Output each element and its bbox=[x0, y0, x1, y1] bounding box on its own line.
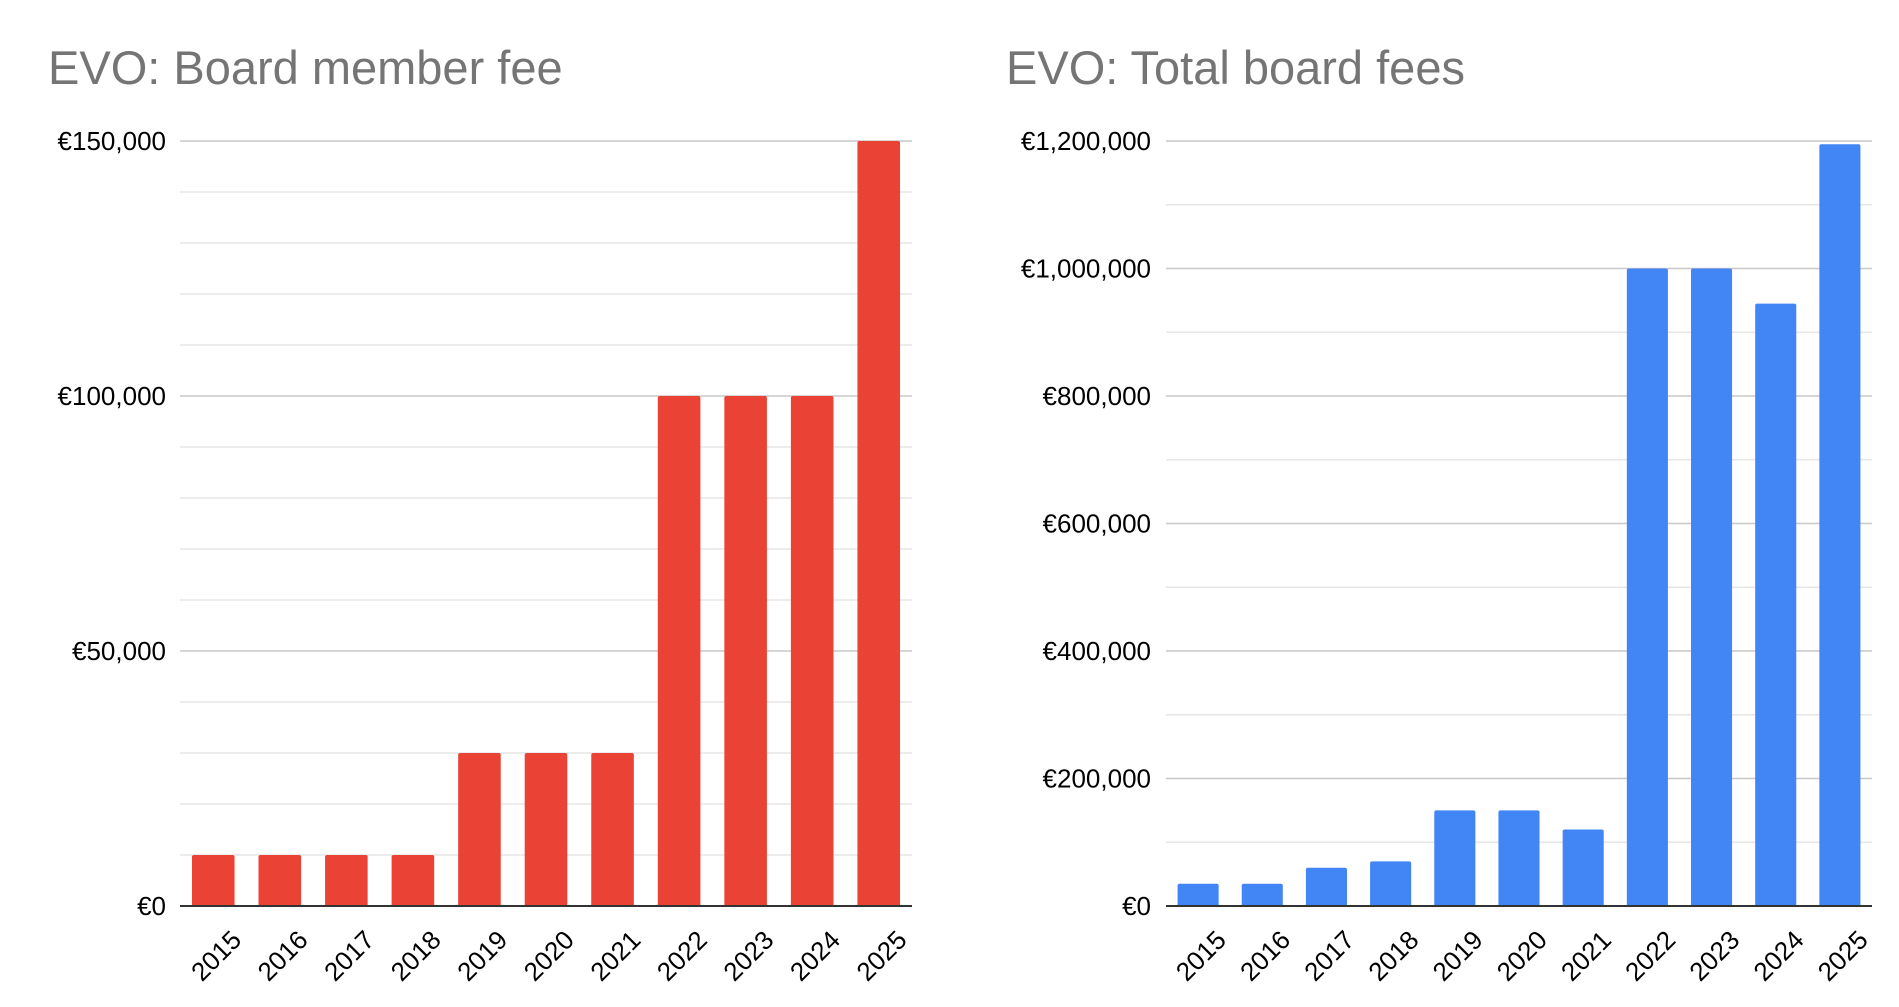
y-tick-label: €200,000 bbox=[1043, 764, 1151, 794]
bars bbox=[1166, 144, 1872, 907]
x-tick-label: 2022 bbox=[1619, 925, 1681, 987]
y-tick-label: €150,000 bbox=[58, 126, 166, 156]
bar-2023 bbox=[724, 396, 767, 906]
bars bbox=[180, 141, 912, 907]
bar-2019 bbox=[458, 753, 501, 906]
bar-2018 bbox=[391, 855, 435, 906]
y-axis-ticks: €0 €200,000 €400,000 €600,000 €800,000 €1,000… bbox=[1021, 126, 1151, 921]
bar-2021 bbox=[591, 753, 634, 906]
y-tick-label: €0 bbox=[137, 891, 166, 921]
x-tick-label: 2021 bbox=[1555, 925, 1617, 987]
x-tick-label: 2019 bbox=[1427, 925, 1489, 987]
bar-2015 bbox=[191, 855, 235, 906]
total-board-fees-chart: EVO: Total board fees €0 €200,000 €400,000… bbox=[1006, 41, 1874, 987]
x-axis-ticks: 2015 2016 2017 2018 2019 2020 2021 2022 2023 2024… bbox=[185, 925, 913, 987]
y-tick-label: €1,000,000 bbox=[1021, 254, 1151, 284]
y-tick-label: €100,000 bbox=[58, 381, 166, 411]
bar-2017 bbox=[325, 855, 368, 906]
y-tick-label: €0 bbox=[1122, 891, 1151, 921]
bar-2024 bbox=[790, 396, 834, 906]
x-tick-label: 2025 bbox=[850, 925, 912, 987]
y-tick-label: €400,000 bbox=[1043, 636, 1151, 666]
y-tick-label: €800,000 bbox=[1043, 381, 1151, 411]
bar-2019 bbox=[1434, 810, 1476, 906]
bar-2022 bbox=[657, 396, 701, 906]
bar-2023 bbox=[1691, 268, 1733, 906]
x-tick-label: 2018 bbox=[385, 925, 447, 987]
bar-2022 bbox=[1626, 268, 1668, 906]
y-tick-label: €50,000 bbox=[72, 636, 166, 666]
board-member-fee-chart: EVO: Board member fee €0€50,000€100,000€… bbox=[48, 41, 913, 987]
x-tick-label: 2017 bbox=[1298, 925, 1360, 987]
bar-2018 bbox=[1370, 861, 1412, 906]
bar-2017 bbox=[1305, 867, 1347, 906]
bar-2016 bbox=[1241, 883, 1283, 906]
bar-2025 bbox=[857, 141, 901, 906]
x-tick-label: 2023 bbox=[1683, 925, 1745, 987]
bar-2020 bbox=[1498, 810, 1540, 906]
y-tick-label: €600,000 bbox=[1043, 509, 1151, 539]
bar-2016 bbox=[258, 855, 302, 906]
x-tick-label: 2017 bbox=[318, 925, 380, 987]
bar-2015 bbox=[1177, 883, 1219, 906]
bar-2025 bbox=[1819, 144, 1861, 906]
chart-title: EVO: Total board fees bbox=[1006, 41, 1465, 94]
x-tick-label: 2023 bbox=[717, 925, 779, 987]
x-tick-label: 2024 bbox=[1747, 925, 1809, 987]
x-axis-ticks: 2015 2016 2017 2018 2019 2020 2021 2022 2023 2024… bbox=[1170, 925, 1874, 987]
bar-2024 bbox=[1755, 303, 1797, 906]
x-tick-label: 2020 bbox=[518, 925, 580, 987]
y-axis-ticks: €0 €50,000 €100,000 €150,000 bbox=[58, 126, 166, 921]
x-tick-label: 2022 bbox=[651, 925, 713, 987]
x-tick-label: 2018 bbox=[1362, 925, 1424, 987]
x-tick-label: 2016 bbox=[252, 925, 314, 987]
x-tick-label: 2015 bbox=[1170, 925, 1232, 987]
chart-title: EVO: Board member fee bbox=[48, 41, 563, 94]
x-tick-label: 2021 bbox=[584, 925, 646, 987]
x-tick-label: 2015 bbox=[185, 925, 247, 987]
y-tick-label: €1,200,000 bbox=[1021, 126, 1151, 156]
x-tick-label: 2025 bbox=[1812, 925, 1874, 987]
x-tick-label: 2024 bbox=[784, 925, 846, 987]
bar-2021 bbox=[1562, 829, 1604, 906]
x-tick-label: 2016 bbox=[1234, 925, 1296, 987]
x-tick-label: 2020 bbox=[1491, 925, 1553, 987]
gridlines bbox=[180, 140, 912, 856]
x-tick-label: 2019 bbox=[451, 925, 513, 987]
bar-2020 bbox=[524, 753, 568, 906]
